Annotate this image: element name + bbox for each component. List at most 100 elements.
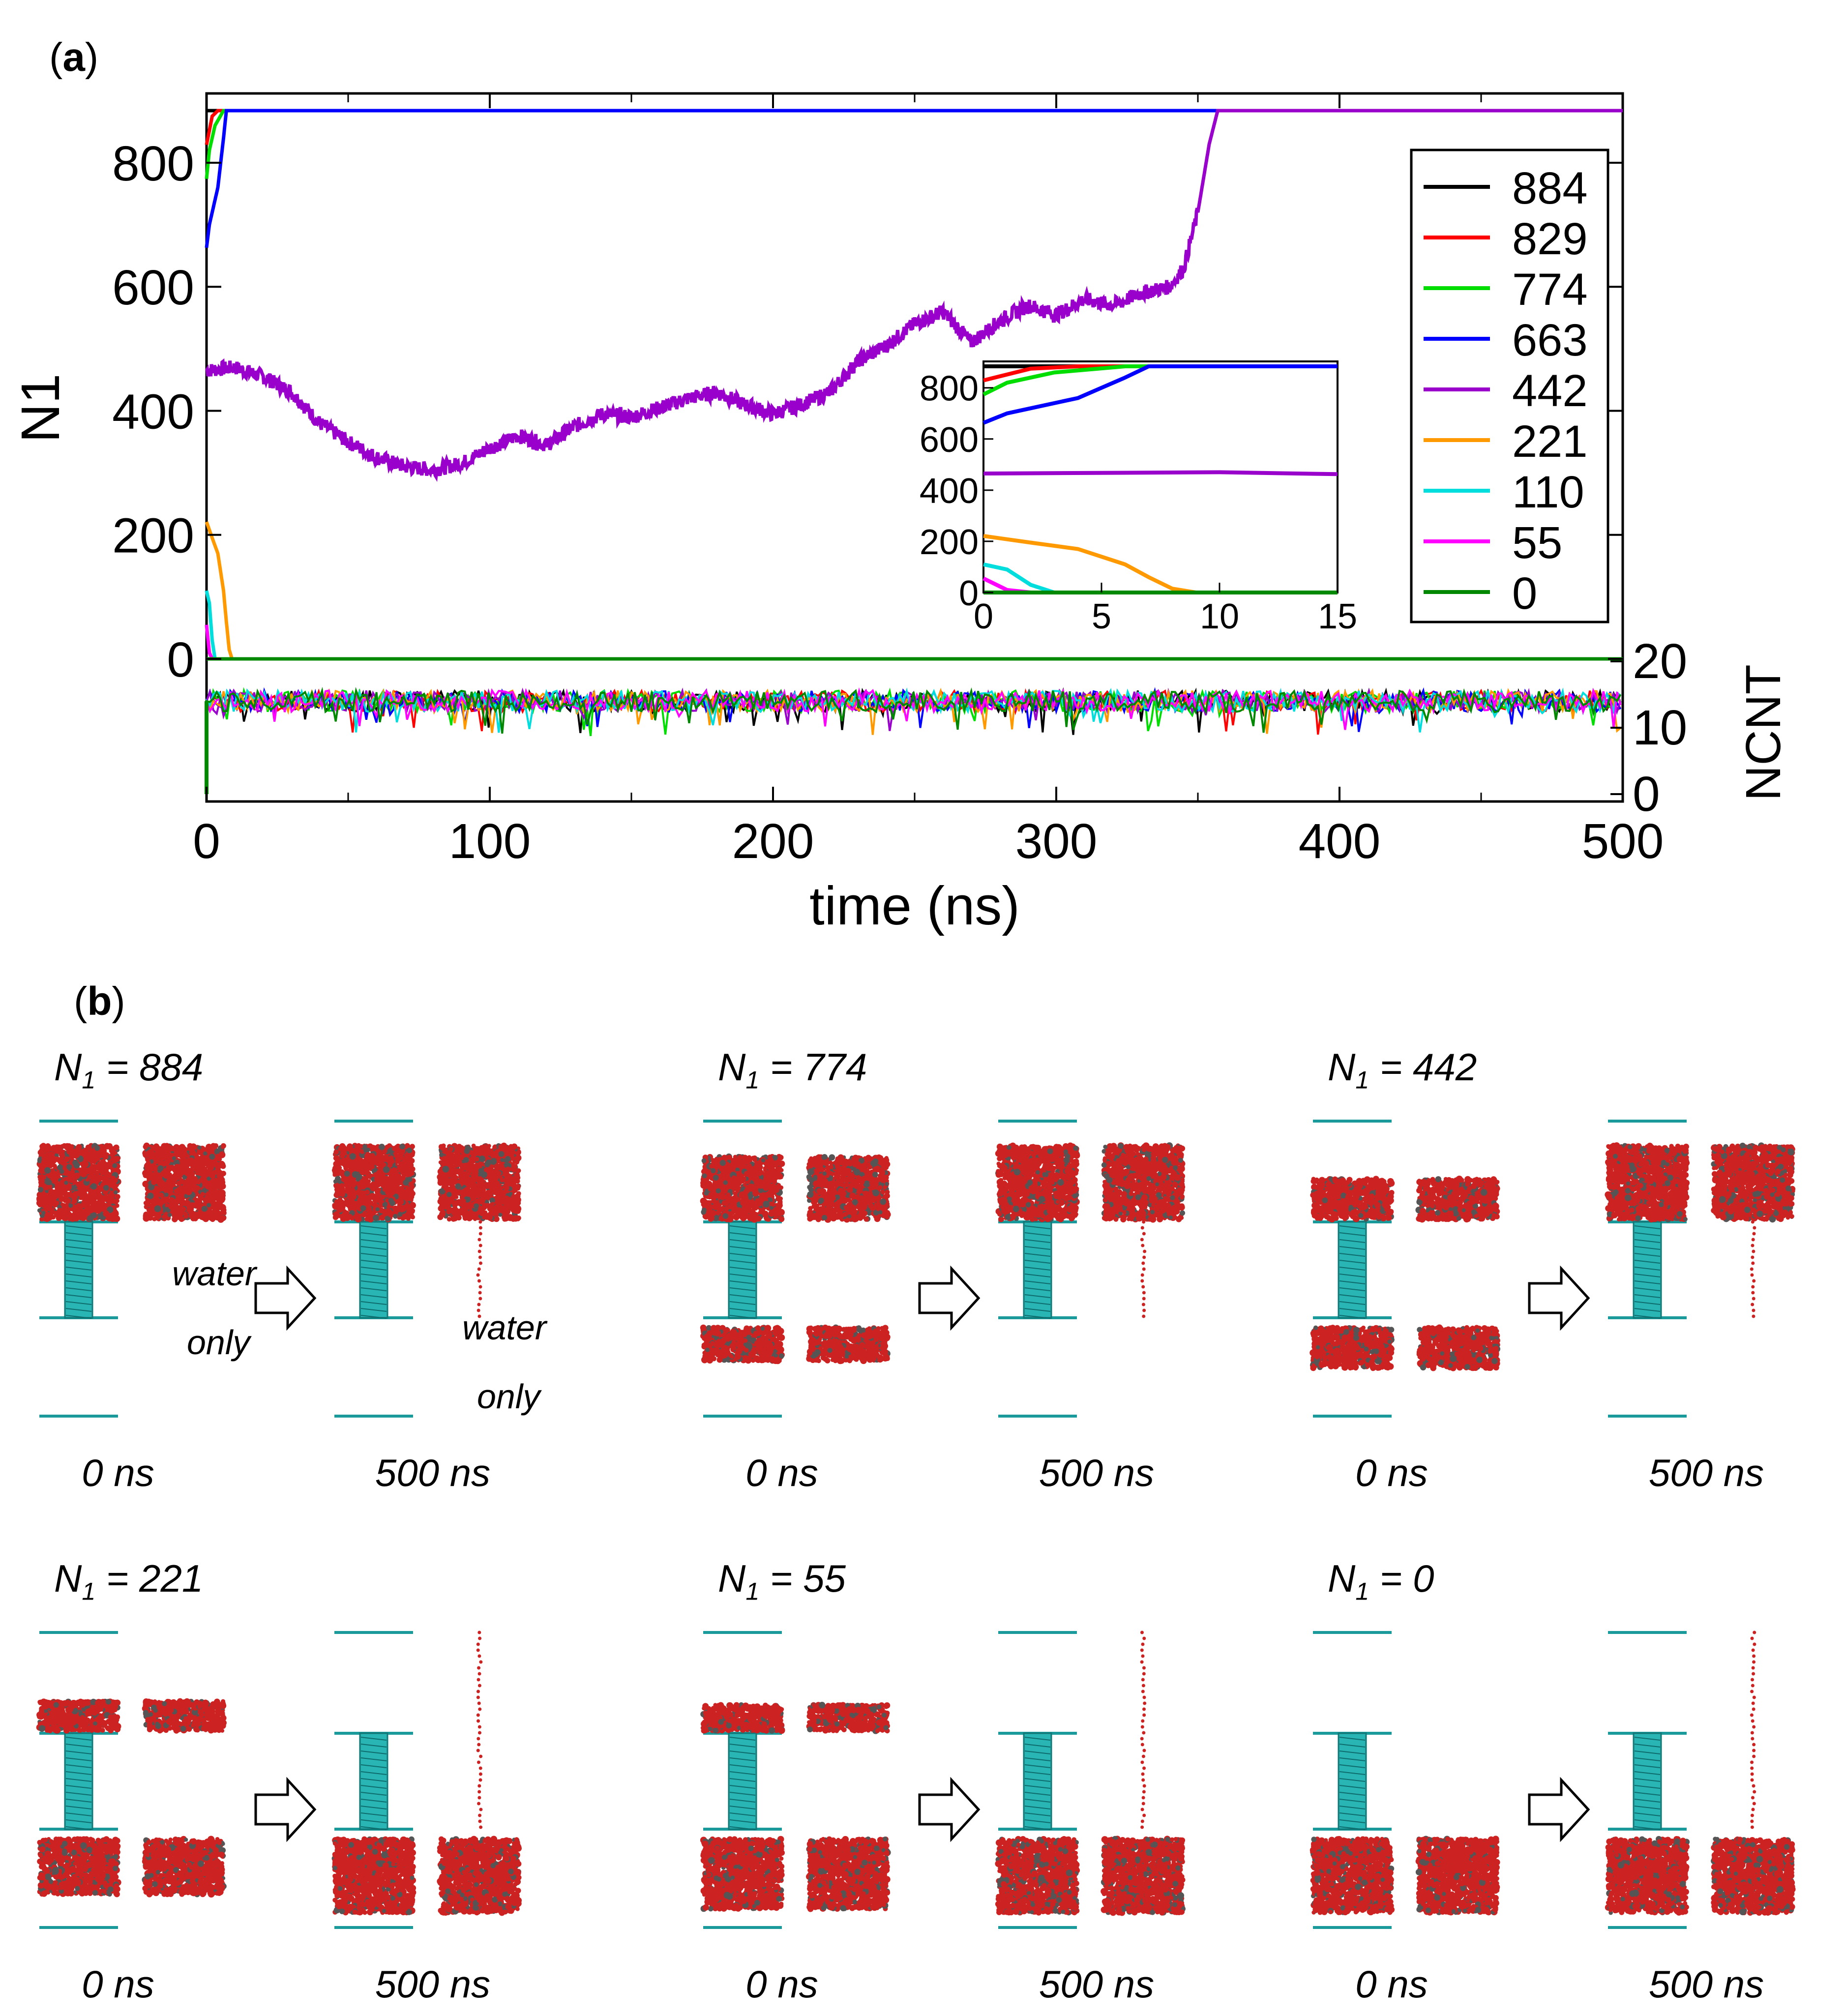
transition-arrow (256, 1269, 315, 1328)
membrane (998, 1631, 1077, 1634)
n1-label: N1 = 0 (1328, 1556, 1434, 1606)
water-slab (142, 1143, 227, 1223)
water-slab (332, 1143, 416, 1222)
n1-symbol: N (54, 1557, 82, 1600)
n1-value: 55 (803, 1557, 846, 1600)
x-tick-label: 100 (449, 814, 531, 869)
carbon-nanotube (1634, 1733, 1661, 1830)
water-slab (142, 1836, 226, 1897)
membrane (1608, 1926, 1687, 1929)
legend-label-110: 110 (1512, 467, 1584, 517)
carbon-nanotube (65, 1222, 92, 1318)
inset-y-tick-label: 800 (920, 369, 979, 409)
n1-value: 0 (1413, 1557, 1434, 1600)
water-slab (1605, 1836, 1690, 1916)
ncnt-axis-label: NCNT (1736, 664, 1791, 801)
y-tick-label: 800 (112, 136, 194, 191)
panel-b-label: (b) (74, 978, 125, 1025)
water-slab (1310, 1836, 1395, 1915)
transition-arrow (920, 1269, 979, 1328)
membrane (998, 1926, 1077, 1929)
n1-subscript: 1 (82, 1578, 95, 1605)
n1-subscript: 1 (82, 1067, 95, 1094)
inset-frame (983, 361, 1338, 593)
carbon-nanotube (1339, 1222, 1366, 1318)
n1-label: N1 = 55 (718, 1556, 846, 1606)
water-only-note: water (462, 1308, 546, 1347)
legend-label-442: 442 (1512, 366, 1588, 416)
transition-arrow (1529, 1780, 1588, 1839)
carbon-nanotube (360, 1222, 387, 1318)
membrane (334, 1926, 413, 1929)
ncnt-series-group (207, 690, 1620, 794)
snapshot-pair (30, 1613, 595, 2016)
time-label-end: 500 ns (993, 1451, 1200, 1495)
ncnt-y-tick-label: 0 (1633, 767, 1660, 822)
n1-value: 884 (139, 1045, 203, 1089)
snapshot-pair (1303, 1613, 1845, 2016)
membrane (1608, 1120, 1687, 1123)
inset-y-tick-label: 0 (959, 574, 979, 613)
carbon-nanotube (729, 1733, 756, 1830)
time-label-end: 500 ns (329, 1962, 536, 2007)
ncnt-plot-frame (207, 659, 1623, 801)
y-tick-label: 400 (112, 384, 194, 439)
time-label-start: 0 ns (679, 1451, 885, 1495)
legend-label-55: 55 (1512, 518, 1562, 568)
n1-subscript: 1 (1355, 1067, 1369, 1094)
snapshot-pair (693, 1101, 1259, 1505)
water-slab (700, 1836, 785, 1912)
ncnt-y-tick-label: 10 (1633, 700, 1687, 755)
membrane (1608, 1631, 1687, 1634)
water-slab (36, 1698, 121, 1734)
water-slab (995, 1836, 1080, 1916)
transition-arrow (256, 1780, 315, 1839)
x-tick-label: 300 (1015, 814, 1098, 869)
inset-x-tick-label: 10 (1200, 597, 1239, 636)
water-slab (995, 1143, 1080, 1222)
water-slab (1310, 1176, 1395, 1222)
y-tick-label: 200 (112, 508, 194, 563)
membrane (1608, 1415, 1687, 1418)
time-label-start: 0 ns (679, 1962, 885, 2007)
water-slab (806, 1325, 891, 1364)
membrane (703, 1926, 782, 1929)
water-wire (1140, 1220, 1146, 1318)
water-slab (1711, 1837, 1796, 1916)
n1-equals: = (95, 1045, 139, 1089)
n1-symbol: N (54, 1045, 82, 1089)
time-label-end: 500 ns (1603, 1451, 1810, 1495)
n1-label: N1 = 442 (1328, 1045, 1477, 1095)
water-slab (1605, 1142, 1690, 1222)
membrane (1313, 1631, 1392, 1634)
water-slab (700, 1325, 785, 1364)
time-label-end: 500 ns (993, 1962, 1200, 2007)
legend-label-221: 221 (1512, 416, 1588, 467)
water-slab (806, 1836, 891, 1912)
n1-symbol: N (1328, 1557, 1355, 1600)
n1-value: 442 (1413, 1045, 1477, 1089)
inset-x-tick-label: 5 (1092, 597, 1111, 636)
water-slab (36, 1143, 121, 1222)
y-axis-label: N1 (10, 374, 71, 443)
series-line-829 (207, 111, 1623, 145)
water-slab (1101, 1142, 1186, 1223)
n1-label: N1 = 774 (718, 1045, 867, 1095)
water-slab (806, 1702, 891, 1734)
legend-label-0: 0 (1512, 568, 1537, 619)
water-wire (476, 1631, 483, 1829)
water-slab (142, 1698, 227, 1734)
water-slab (1101, 1836, 1186, 1916)
n1-equals: = (1369, 1045, 1413, 1089)
membrane (1313, 1926, 1392, 1929)
y-tick-label: 0 (167, 632, 194, 687)
water-only-note: water (172, 1254, 256, 1293)
water-slab (806, 1154, 891, 1223)
x-tick-label: 400 (1299, 814, 1381, 869)
legend-label-663: 663 (1512, 315, 1588, 365)
membrane (1313, 1120, 1392, 1123)
membrane (1313, 1415, 1392, 1418)
membrane (334, 1120, 413, 1123)
n1-equals: = (759, 1045, 803, 1089)
